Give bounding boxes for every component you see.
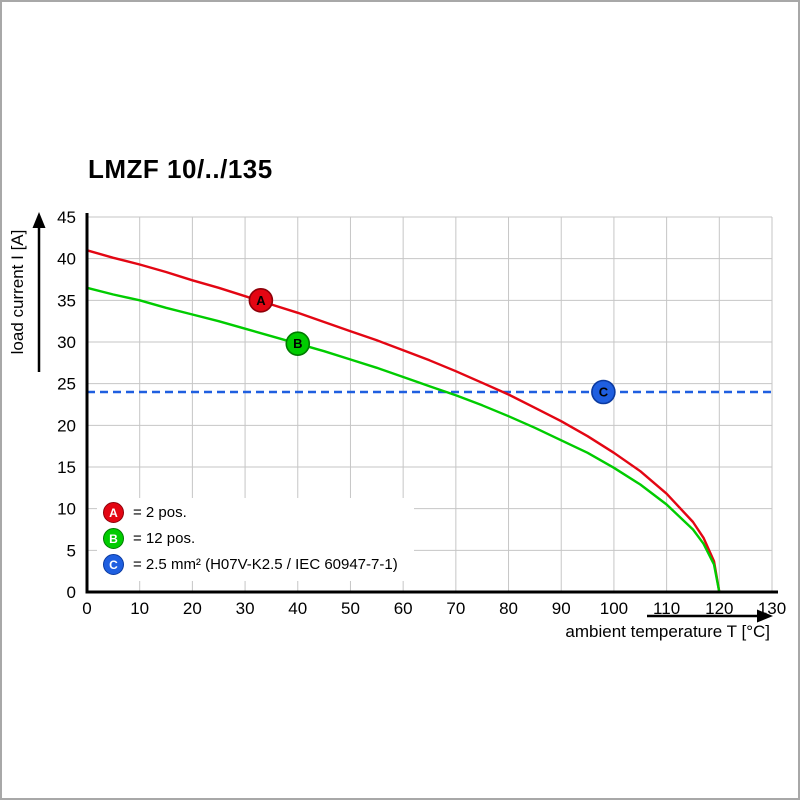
x-tick-label: 40 — [288, 599, 307, 618]
gridlines — [87, 216, 773, 592]
series-a-key: A — [109, 505, 118, 520]
x-tick-label: 110 — [653, 599, 680, 618]
marker-a-letter: A — [256, 293, 266, 308]
tick-labels: 0 10 20 30 40 50 60 70 80 90 100 110 120 130051015202… — [57, 208, 786, 618]
marker-b-icon — [285, 331, 311, 356]
x-axis-arrow-icon — [647, 609, 773, 623]
marker-b-letter: B — [293, 336, 302, 351]
y-tick-label: 45 — [57, 208, 76, 227]
x-tick-label: 0 — [82, 599, 91, 618]
y-tick-label: 25 — [57, 375, 76, 394]
y-tick-label: 40 — [57, 250, 76, 269]
x-tick-label: 10 — [130, 599, 149, 618]
y-tick-label: 20 — [57, 416, 76, 435]
y-tick-label: 15 — [57, 458, 76, 477]
x-tick-label: 80 — [499, 599, 518, 618]
series-c-marker-icon: C — [103, 554, 124, 575]
axes — [85, 213, 778, 594]
curve-a — [86, 249, 721, 593]
series-c-key: C — [109, 557, 118, 572]
x-tick-label: 30 — [236, 599, 255, 618]
series-a-marker-icon: A — [103, 502, 124, 523]
chart-series — [86, 249, 772, 593]
marker-a-icon — [248, 288, 274, 313]
legend-item-b: B = 12 pos. — [103, 528, 398, 549]
marker-c-letter: C — [599, 385, 609, 400]
marker-c-icon — [591, 379, 616, 405]
legend-label-a: = 2 pos. — [133, 504, 187, 521]
legend-label-c: = 2.5 mm² (H07V-K2.5 / IEC 60947-7-1) — [133, 556, 398, 573]
legend: A = 2 pos. B = 12 pos. C = 2.5 mm² (H07V… — [97, 498, 414, 581]
legend-label-b: = 12 pos. — [133, 530, 196, 547]
y-tick-label: 10 — [57, 500, 76, 519]
x-tick-label: 20 — [183, 599, 202, 618]
series-b-key: B — [109, 531, 118, 546]
x-tick-label: 120 — [705, 599, 733, 618]
legend-item-a: A = 2 pos. — [103, 502, 398, 523]
legend-item-c: C = 2.5 mm² (H07V-K2.5 / IEC 60947-7-1) — [103, 554, 398, 575]
x-tick-label: 50 — [341, 599, 360, 618]
series-b-marker-icon: B — [103, 528, 124, 549]
x-axis-label: ambient temperature T [°C] — [565, 622, 770, 641]
curve-b — [86, 286, 721, 593]
y-tick-label: 5 — [67, 541, 76, 560]
x-tick-label: 90 — [552, 599, 571, 618]
chart-title: LMZF 10/../135 — [88, 154, 273, 184]
y-tick-label: 0 — [67, 583, 76, 602]
x-tick-label: 70 — [446, 599, 465, 618]
curve-markers: A B C — [248, 288, 616, 405]
y-tick-label: 35 — [57, 291, 76, 310]
y-tick-label: 30 — [57, 333, 76, 352]
x-tick-label: 100 — [600, 599, 628, 618]
x-tick-label: 60 — [394, 599, 413, 618]
y-axis-arrow-icon — [32, 212, 46, 372]
